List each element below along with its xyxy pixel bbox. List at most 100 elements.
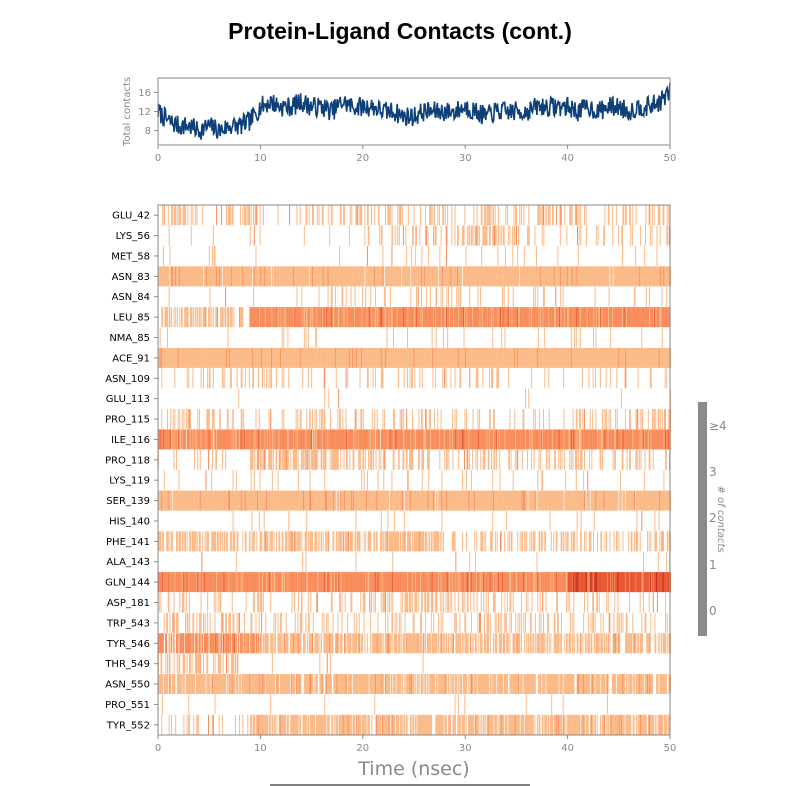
contact-mark — [235, 551, 237, 572]
contact-mark — [348, 429, 350, 450]
contact-mark — [435, 531, 437, 552]
contact-mark — [195, 572, 197, 593]
contact-mark — [221, 307, 223, 328]
contact-mark — [355, 551, 357, 572]
contact-mark — [366, 347, 368, 368]
contact-mark — [428, 490, 430, 511]
contact-mark — [565, 266, 567, 287]
contact-mark — [303, 490, 305, 511]
contact-mark — [253, 225, 255, 246]
contact-mark — [472, 307, 474, 328]
contact-mark — [512, 470, 514, 491]
contact-mark — [632, 347, 634, 368]
contact-mark — [256, 449, 258, 470]
contact-mark — [463, 225, 465, 246]
contact-mark — [584, 572, 586, 593]
contact-mark — [212, 490, 214, 511]
contact-mark — [515, 205, 517, 226]
contact-mark — [506, 429, 508, 450]
contact-mark — [545, 347, 547, 368]
contact-mark — [217, 429, 219, 450]
contact-mark — [510, 572, 512, 593]
contact-mark — [193, 572, 195, 593]
residue-label: PRO_115 — [105, 415, 150, 426]
contact-mark — [262, 205, 264, 226]
contact-mark — [185, 531, 186, 552]
contact-mark — [402, 490, 404, 511]
contact-mark — [421, 470, 423, 491]
contact-mark — [272, 347, 274, 368]
contact-mark — [566, 307, 568, 328]
contact-mark — [236, 368, 238, 389]
contact-mark — [185, 409, 187, 430]
contact-mark — [640, 266, 642, 287]
contact-mark — [287, 572, 289, 593]
contact-mark — [302, 347, 304, 368]
contact-mark — [280, 307, 282, 328]
contact-mark — [258, 510, 260, 531]
contact-mark — [595, 307, 597, 328]
contact-mark — [230, 307, 232, 328]
contact-mark — [238, 347, 240, 368]
contact-mark — [330, 347, 331, 368]
contact-mark — [436, 531, 438, 552]
contact-mark — [597, 266, 599, 287]
contact-mark — [644, 347, 646, 368]
contact-mark — [217, 266, 219, 287]
contact-mark — [473, 225, 475, 246]
contact-mark — [240, 572, 242, 593]
contact-mark — [385, 572, 387, 593]
contact-mark — [264, 490, 266, 511]
contact-mark — [414, 368, 416, 389]
contact-mark — [642, 307, 644, 328]
contact-mark — [179, 347, 181, 368]
contact-mark — [323, 490, 325, 511]
contact-mark — [381, 572, 383, 593]
contact-mark — [573, 266, 575, 287]
contact-mark — [425, 429, 427, 450]
contact-mark — [254, 449, 256, 470]
contact-mark — [479, 409, 481, 430]
contact-mark — [661, 307, 663, 328]
contact-mark — [667, 307, 669, 328]
contact-mark — [165, 429, 167, 450]
contact-mark — [393, 266, 395, 287]
contact-mark — [338, 531, 340, 552]
contact-mark — [252, 429, 254, 450]
contact-mark — [210, 490, 212, 511]
contact-mark — [412, 266, 414, 287]
contact-mark — [387, 510, 389, 531]
contact-mark — [451, 572, 453, 593]
contact-mark — [314, 266, 316, 287]
contact-mark — [371, 490, 373, 511]
contact-mark — [549, 510, 551, 531]
contact-mark — [617, 572, 619, 593]
line-xtick-label: 20 — [356, 153, 369, 164]
contact-mark — [533, 307, 535, 328]
contact-mark — [169, 572, 171, 593]
contact-mark — [231, 307, 233, 328]
contact-mark — [400, 205, 402, 226]
contact-mark — [349, 266, 351, 287]
contact-mark — [273, 429, 275, 450]
contact-mark — [253, 205, 254, 226]
contact-mark — [461, 470, 463, 491]
contact-mark — [225, 286, 227, 307]
contact-mark — [191, 531, 193, 552]
contact-mark — [288, 429, 290, 450]
contact-mark — [158, 266, 160, 287]
contact-mark — [194, 307, 196, 328]
contact-mark — [665, 490, 667, 511]
contact-mark — [268, 490, 270, 511]
contact-mark — [561, 347, 563, 368]
contact-mark — [568, 347, 570, 368]
contact-mark — [301, 429, 303, 450]
contact-mark — [282, 449, 284, 470]
contact-mark — [248, 347, 250, 368]
contact-mark — [627, 429, 629, 450]
contact-mark — [550, 490, 552, 511]
contact-mark — [201, 266, 203, 287]
contact-mark — [540, 307, 542, 328]
contact-mark — [555, 286, 557, 307]
contact-mark — [174, 266, 176, 287]
